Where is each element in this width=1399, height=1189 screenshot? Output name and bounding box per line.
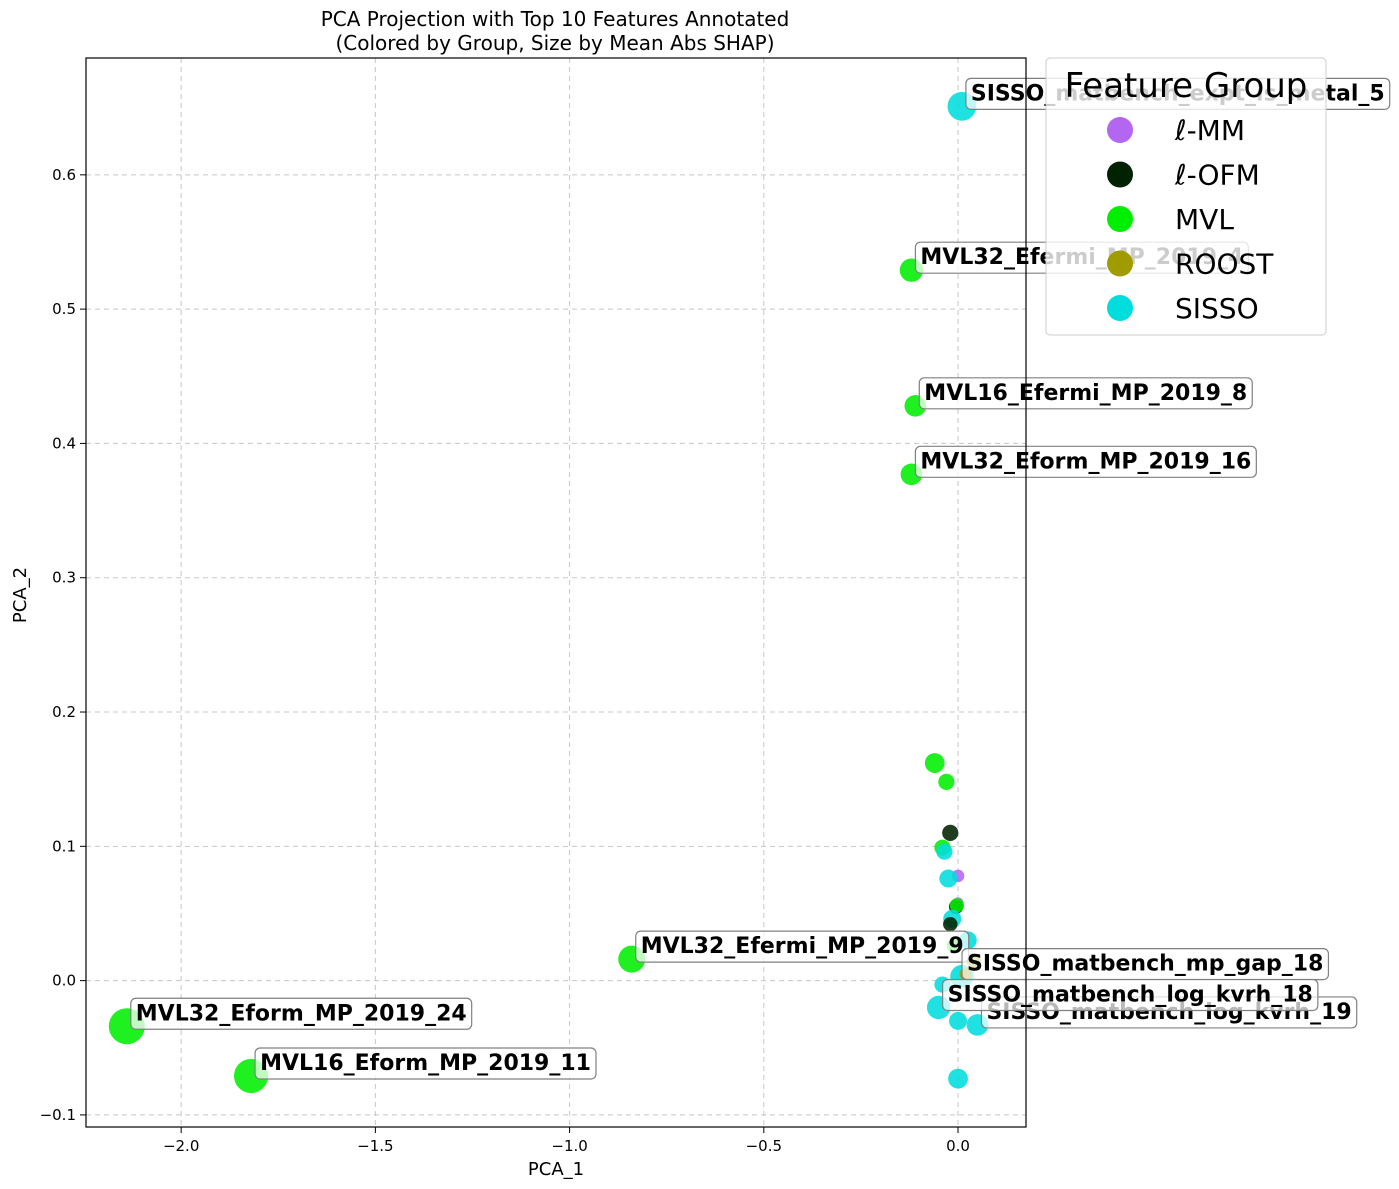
legend-entry-label: MVL — [1175, 203, 1234, 236]
legend-entry-label: ℓ-MM — [1174, 114, 1245, 147]
plot-frame — [85, 57, 1027, 1128]
annotation-box — [942, 978, 1319, 1012]
data-point — [949, 898, 965, 913]
x-axis-label: PCA_1 — [528, 1159, 584, 1180]
plot-area — [86, 58, 1026, 1127]
x-tick-label: −2.0 — [163, 1137, 199, 1155]
legend-title: Feature Group — [1065, 66, 1308, 106]
annotation: SISSO_matbench_log_kvrh_18 — [942, 978, 1319, 1012]
axis-ticks: −2.0 −1.5 −1.0 −0.5 0.0 −0.1 0.0 0.1 0.2 0.3 0.4 0.… — [40, 166, 970, 1155]
annotation: MVL32_Eform_MP_2019_24 — [130, 997, 473, 1030]
annotation: MVL32_Eform_MP_2019_16 — [914, 445, 1257, 478]
annotation: MVL32_Efermi_MP_2019_9 — [635, 930, 970, 963]
y-tick-label: 0.0 — [52, 972, 76, 990]
data-point — [938, 773, 955, 790]
y-tick-label: 0.2 — [52, 703, 76, 721]
y-tick-label: 0.5 — [52, 300, 76, 318]
x-tick-label: −1.0 — [551, 1137, 587, 1155]
annotation-box — [254, 1047, 597, 1080]
data-point — [936, 843, 953, 860]
y-tick-label: 0.6 — [52, 166, 76, 184]
legend-entry-label: ℓ-OFM — [1174, 159, 1260, 192]
annotation-label: MVL16_Efermi_MP_2019_8 — [924, 381, 1247, 406]
legend-marker — [1107, 295, 1133, 321]
chart-title-line-2: (Colored by Group, Size by Mean Abs SHAP… — [335, 31, 774, 55]
x-tick-label: −1.5 — [357, 1137, 393, 1155]
data-point — [939, 869, 958, 888]
annotation-label: SISSO_matbench_log_kvrh_18 — [948, 982, 1313, 1007]
y-tick-label: 0.1 — [52, 837, 76, 855]
y-axis-label: PCA_2 — [10, 567, 31, 623]
annotation-box — [914, 445, 1257, 478]
annotation-label: MVL32_Eform_MP_2019_24 — [136, 1001, 467, 1026]
legend-marker — [1107, 250, 1133, 277]
legend-marker — [1107, 161, 1133, 188]
y-tick-label: −0.1 — [40, 1106, 76, 1124]
annotation: SISSO_matbench_mp_gap_18 — [961, 947, 1330, 981]
annotation-box — [635, 930, 970, 963]
annotation-label: MVL32_Efermi_MP_2019_9 — [641, 934, 964, 959]
data-point — [924, 753, 945, 773]
x-tick-label: −0.5 — [746, 1137, 782, 1155]
annotation: MVL16_Efermi_MP_2019_8 — [918, 377, 1253, 410]
annotation-label: MVL32_Eform_MP_2019_16 — [920, 449, 1251, 474]
data-point — [943, 917, 958, 932]
grid-lines — [86, 58, 1026, 1127]
legend-marker — [1107, 206, 1133, 232]
legend-entry-label: ROOST — [1175, 248, 1274, 281]
y-tick-label: 0.4 — [52, 434, 76, 452]
data-point — [942, 824, 959, 841]
annotation-box — [918, 377, 1253, 410]
data-point — [949, 1011, 968, 1030]
legend: Feature Group ℓ-MM ℓ-OFM MVL ROOST SISSO — [1045, 57, 1327, 336]
data-point — [948, 1068, 968, 1089]
chart-title-line-1: PCA Projection with Top 10 Features Anno… — [321, 7, 790, 31]
annotation-box — [130, 997, 473, 1030]
legend-marker — [1107, 117, 1133, 143]
annotation-label: SISSO_matbench_mp_gap_18 — [967, 952, 1323, 977]
annotation-label: MVL16_Eform_MP_2019_11 — [260, 1051, 591, 1076]
x-tick-label: 0.0 — [946, 1137, 970, 1155]
y-tick-label: 0.3 — [52, 569, 76, 587]
legend-entry-label: SISSO — [1175, 292, 1259, 325]
annotation: MVL16_Eform_MP_2019_11 — [254, 1047, 597, 1080]
